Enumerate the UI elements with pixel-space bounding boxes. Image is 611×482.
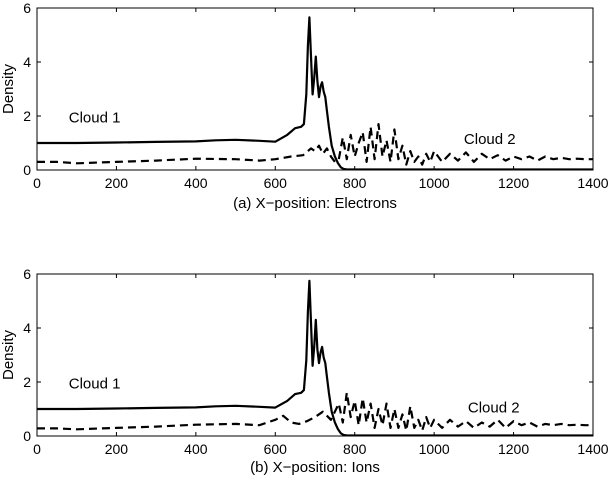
x-tick-label: 1400 xyxy=(577,175,608,191)
x-tick-label: 600 xyxy=(264,175,288,191)
x-tick-label: 800 xyxy=(343,175,367,191)
x-tick-label: 0 xyxy=(33,441,41,457)
y-tick-label: 2 xyxy=(23,108,31,124)
y-axis-label: Density xyxy=(0,63,17,114)
y-tick-label: 6 xyxy=(23,266,31,282)
cloud-annotation: Cloud 1 xyxy=(69,109,121,126)
cloud-annotation: Cloud 2 xyxy=(464,131,516,148)
x-tick-label: 200 xyxy=(105,441,129,457)
x-tick-label: 800 xyxy=(343,441,367,457)
x-tick-label: 400 xyxy=(184,175,208,191)
series-line-solid xyxy=(37,279,593,436)
cloud-annotation: Cloud 2 xyxy=(468,400,520,417)
x-tick-label: 1400 xyxy=(577,441,608,457)
x-tick-label: 0 xyxy=(33,175,41,191)
plot-frame-a xyxy=(36,7,594,171)
x-tick-label: 200 xyxy=(105,175,129,191)
y-tick-label: 2 xyxy=(23,374,31,390)
y-tick-label: 0 xyxy=(23,428,31,444)
x-tick-label: 600 xyxy=(264,441,288,457)
y-tick-label: 4 xyxy=(23,320,31,336)
y-axis-label: Density xyxy=(0,329,17,380)
panel-a: 0 200 400 600 800 1000 1200 1400 0 2 4 6 (a) X−posit… xyxy=(0,0,609,212)
y-tick-label: 0 xyxy=(23,162,31,178)
y-tick-label: 6 xyxy=(23,0,31,16)
panel-b: 0 200 400 600 800 1000 1200 1400 0 2 4 6 (b) X−posit… xyxy=(0,266,609,476)
series-line-solid xyxy=(37,16,593,170)
x-tick-label: 1200 xyxy=(498,441,529,457)
x-axis-label: (a) X−position: Electrons xyxy=(233,195,397,212)
x-tick-label: 1000 xyxy=(419,441,450,457)
x-axis-label: (b) X−position: Ions xyxy=(250,459,380,476)
x-tick-label: 1200 xyxy=(498,175,529,191)
x-tick-label: 400 xyxy=(184,441,208,457)
x-tick-label: 1000 xyxy=(419,175,450,191)
plot-frame-b xyxy=(36,273,594,437)
cloud-annotation: Cloud 1 xyxy=(69,375,121,392)
y-tick-label: 4 xyxy=(23,54,31,70)
series-line-dashed xyxy=(37,391,593,432)
